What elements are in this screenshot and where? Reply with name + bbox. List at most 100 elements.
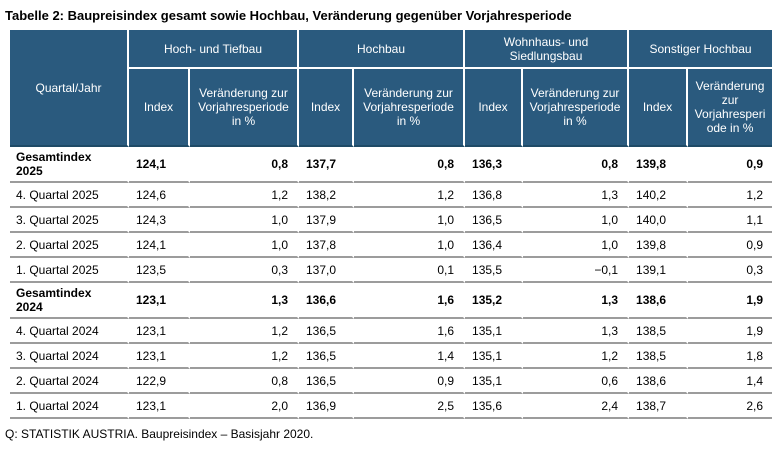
- corner-header: Quartal/Jahr: [10, 30, 129, 147]
- table-row: 1. Quartal 2024 123,1 2,0 136,9 2,5 135,6 2,4 1…: [10, 394, 772, 419]
- change-cell: 1,0: [523, 208, 630, 233]
- change-cell: 1,0: [354, 208, 466, 233]
- group-header-hochbau: Hochbau: [299, 30, 466, 69]
- index-cell: 122,9: [129, 369, 190, 394]
- group-header-hoch-und-tiefbau: Hoch- und Tiefbau: [129, 30, 299, 69]
- index-cell: 123,1: [129, 319, 190, 344]
- change-cell: 0,3: [688, 258, 772, 283]
- index-cell: 124,1: [129, 233, 190, 258]
- baupreisindex-table: Quartal/Jahr Hoch- und Tiefbau Hochbau W…: [10, 30, 772, 419]
- change-cell: 0,1: [354, 258, 466, 283]
- change-cell: 0,6: [523, 369, 630, 394]
- index-cell: 124,3: [129, 208, 190, 233]
- change-cell: 1,3: [523, 183, 630, 208]
- row-label: 3. Quartal 2025: [10, 208, 129, 233]
- table-row: 4. Quartal 2025 124,6 1,2 138,2 1,2 136,8 1,3 1…: [10, 183, 772, 208]
- index-cell: 140,0: [629, 208, 689, 233]
- change-cell: 0,8: [190, 147, 299, 183]
- table-body: Gesamtindex 2025 124,1 0,8 137,7 0,8 136,3 0,8…: [10, 147, 772, 419]
- sub-header-index: Index: [129, 69, 190, 147]
- sub-header-index: Index: [465, 69, 524, 147]
- index-cell: 137,9: [299, 208, 354, 233]
- change-cell: 1,0: [354, 233, 466, 258]
- change-cell: 1,4: [688, 369, 772, 394]
- change-cell: 0,9: [354, 369, 466, 394]
- change-cell: 1,3: [523, 283, 630, 319]
- row-label: 4. Quartal 2024: [10, 319, 129, 344]
- change-cell: 1,2: [190, 319, 299, 344]
- table-row: 2. Quartal 2025 124,1 1,0 137,8 1,0 136,4 1,0 1…: [10, 233, 772, 258]
- index-cell: 123,1: [129, 344, 190, 369]
- sub-header-change: Veränderung zur Vorjahresperiode in %: [523, 69, 630, 147]
- index-cell: 135,1: [465, 369, 524, 394]
- index-cell: 139,8: [629, 147, 689, 183]
- index-cell: 138,6: [629, 369, 689, 394]
- index-cell: 136,9: [299, 394, 354, 419]
- change-cell: 1,3: [523, 319, 630, 344]
- index-cell: 136,5: [465, 208, 524, 233]
- index-cell: 136,4: [465, 233, 524, 258]
- index-cell: 137,8: [299, 233, 354, 258]
- table-row: 3. Quartal 2024 123,1 1,2 136,5 1,4 135,1 1,2 1…: [10, 344, 772, 369]
- summary-row: Gesamtindex 2024 123,1 1,3 136,6 1,6 135,2 1,3…: [10, 283, 772, 319]
- change-cell: 0,9: [688, 233, 772, 258]
- change-cell: 1,2: [523, 344, 630, 369]
- change-cell: 1,2: [190, 183, 299, 208]
- row-label: 3. Quartal 2024: [10, 344, 129, 369]
- change-cell: 1,6: [354, 319, 466, 344]
- change-cell: 2,4: [523, 394, 630, 419]
- change-cell: 0,8: [523, 147, 630, 183]
- index-cell: 124,6: [129, 183, 190, 208]
- index-cell: 135,6: [465, 394, 524, 419]
- change-cell: 1,2: [688, 183, 772, 208]
- sub-header-change: Veränderung zur Vorjahresperiode in %: [688, 69, 772, 147]
- change-cell: 1,9: [688, 283, 772, 319]
- table-title: Tabelle 2: Baupreisindex gesamt sowie Ho…: [5, 8, 572, 23]
- change-cell: 1,0: [190, 233, 299, 258]
- index-cell: 123,5: [129, 258, 190, 283]
- change-cell: 1,9: [688, 319, 772, 344]
- group-header-row: Quartal/Jahr Hoch- und Tiefbau Hochbau W…: [10, 30, 772, 147]
- index-cell: 138,6: [629, 283, 689, 319]
- change-cell: 0,9: [688, 147, 772, 183]
- sub-header-index: Index: [299, 69, 354, 147]
- change-cell: 1,2: [354, 183, 466, 208]
- change-cell: 0,8: [354, 147, 466, 183]
- change-cell: 0,3: [190, 258, 299, 283]
- index-cell: 135,1: [465, 319, 524, 344]
- row-label: 2. Quartal 2024: [10, 369, 129, 394]
- index-cell: 138,2: [299, 183, 354, 208]
- change-cell: −0,1: [523, 258, 630, 283]
- source-note: Q: STATISTIK AUSTRIA. Baupreisindex – Ba…: [5, 427, 314, 441]
- index-cell: 138,5: [629, 319, 689, 344]
- index-cell: 138,5: [629, 344, 689, 369]
- row-label: Gesamtindex 2024: [10, 283, 129, 319]
- index-cell: 135,2: [465, 283, 524, 319]
- change-cell: 0,8: [190, 369, 299, 394]
- table-row: 2. Quartal 2024 122,9 0,8 136,5 0,9 135,1 0,6 1…: [10, 369, 772, 394]
- change-cell: 1,2: [190, 344, 299, 369]
- table-header: Quartal/Jahr Hoch- und Tiefbau Hochbau W…: [10, 30, 772, 147]
- row-label: 4. Quartal 2025: [10, 183, 129, 208]
- index-cell: 140,2: [629, 183, 689, 208]
- row-label: 2. Quartal 2025: [10, 233, 129, 258]
- change-cell: 1,4: [354, 344, 466, 369]
- index-cell: 137,0: [299, 258, 354, 283]
- change-cell: 1,0: [190, 208, 299, 233]
- sub-header-change: Veränderung zur Vorjahresperiode in %: [354, 69, 466, 147]
- sub-header-change: Veränderung zur Vorjahresperiode in %: [190, 69, 299, 147]
- index-cell: 139,8: [629, 233, 689, 258]
- index-cell: 136,6: [299, 283, 354, 319]
- index-cell: 138,7: [629, 394, 689, 419]
- change-cell: 2,6: [688, 394, 772, 419]
- table-row: 4. Quartal 2024 123,1 1,2 136,5 1,6 135,1 1,3 1…: [10, 319, 772, 344]
- index-cell: 136,5: [299, 369, 354, 394]
- group-header-wohnhaus-siedlungsbau: Wohnhaus- und Siedlungsbau: [465, 30, 630, 69]
- index-cell: 136,5: [299, 344, 354, 369]
- index-cell: 123,1: [129, 283, 190, 319]
- change-cell: 1,1: [688, 208, 772, 233]
- index-cell: 139,1: [629, 258, 689, 283]
- index-cell: 135,1: [465, 344, 524, 369]
- table-row: 1. Quartal 2025 123,5 0,3 137,0 0,1 135,5 −0,1…: [10, 258, 772, 283]
